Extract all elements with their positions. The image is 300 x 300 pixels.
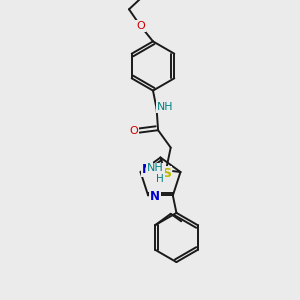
Text: S: S [162,167,171,180]
Text: N: N [150,190,160,203]
Text: NH: NH [157,102,174,112]
Text: N: N [142,163,152,176]
Text: O: O [136,21,145,31]
Text: NH: NH [147,164,164,173]
Text: O: O [130,126,139,136]
Text: H: H [157,174,164,184]
